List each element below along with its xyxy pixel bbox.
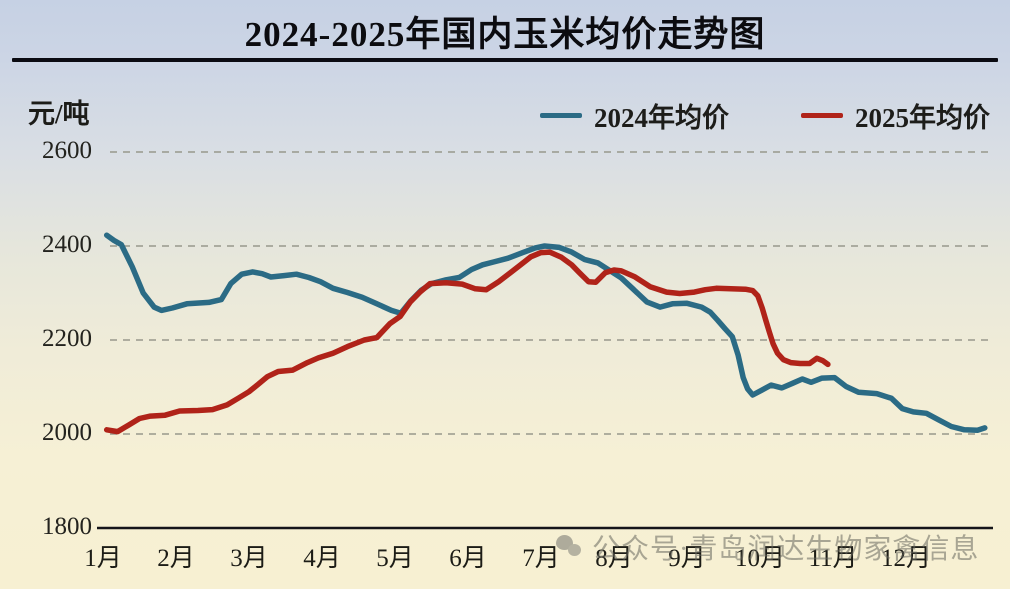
legend-swatch-2024 bbox=[540, 113, 582, 118]
legend-label: 2024年均价 bbox=[594, 103, 729, 133]
y-axis-unit-label: 元/吨 bbox=[28, 99, 90, 129]
page-title: 2024-2025年国内玉米均价走势图 bbox=[244, 15, 766, 54]
y-tick-2000: 2000 bbox=[42, 419, 92, 446]
legend-item-2025年均价: 2025年均价 bbox=[801, 96, 990, 135]
x-tick-4月: 4月 bbox=[303, 545, 341, 572]
legend: 2024年均价 2025年均价 bbox=[540, 96, 990, 135]
series-line-2025年均价 bbox=[103, 249, 831, 435]
x-tick-7月: 7月 bbox=[522, 545, 560, 572]
x-tick-1月: 1月 bbox=[84, 545, 122, 572]
title-divider bbox=[12, 58, 998, 62]
x-tick-3月: 3月 bbox=[230, 545, 268, 572]
legend-swatch-2025 bbox=[801, 113, 843, 118]
series-line-2024年均价 bbox=[103, 232, 988, 433]
x-tick-9月: 9月 bbox=[668, 545, 706, 572]
x-tick-6月: 6月 bbox=[449, 545, 487, 572]
x-tick-11月: 11月 bbox=[808, 545, 858, 572]
x-tick-12月: 12月 bbox=[880, 545, 931, 572]
y-tick-2400: 2400 bbox=[42, 231, 92, 258]
x-tick-2月: 2月 bbox=[157, 545, 195, 572]
x-tick-5月: 5月 bbox=[376, 545, 414, 572]
y-tick-2600: 2600 bbox=[42, 137, 92, 164]
legend-label: 2025年均价 bbox=[855, 103, 990, 133]
legend-item-2024年均价: 2024年均价 bbox=[540, 96, 729, 135]
y-tick-2200: 2200 bbox=[42, 325, 92, 352]
x-tick-8月: 8月 bbox=[595, 545, 633, 572]
y-tick-1800: 1800 bbox=[42, 513, 92, 540]
x-tick-10月: 10月 bbox=[734, 545, 785, 572]
